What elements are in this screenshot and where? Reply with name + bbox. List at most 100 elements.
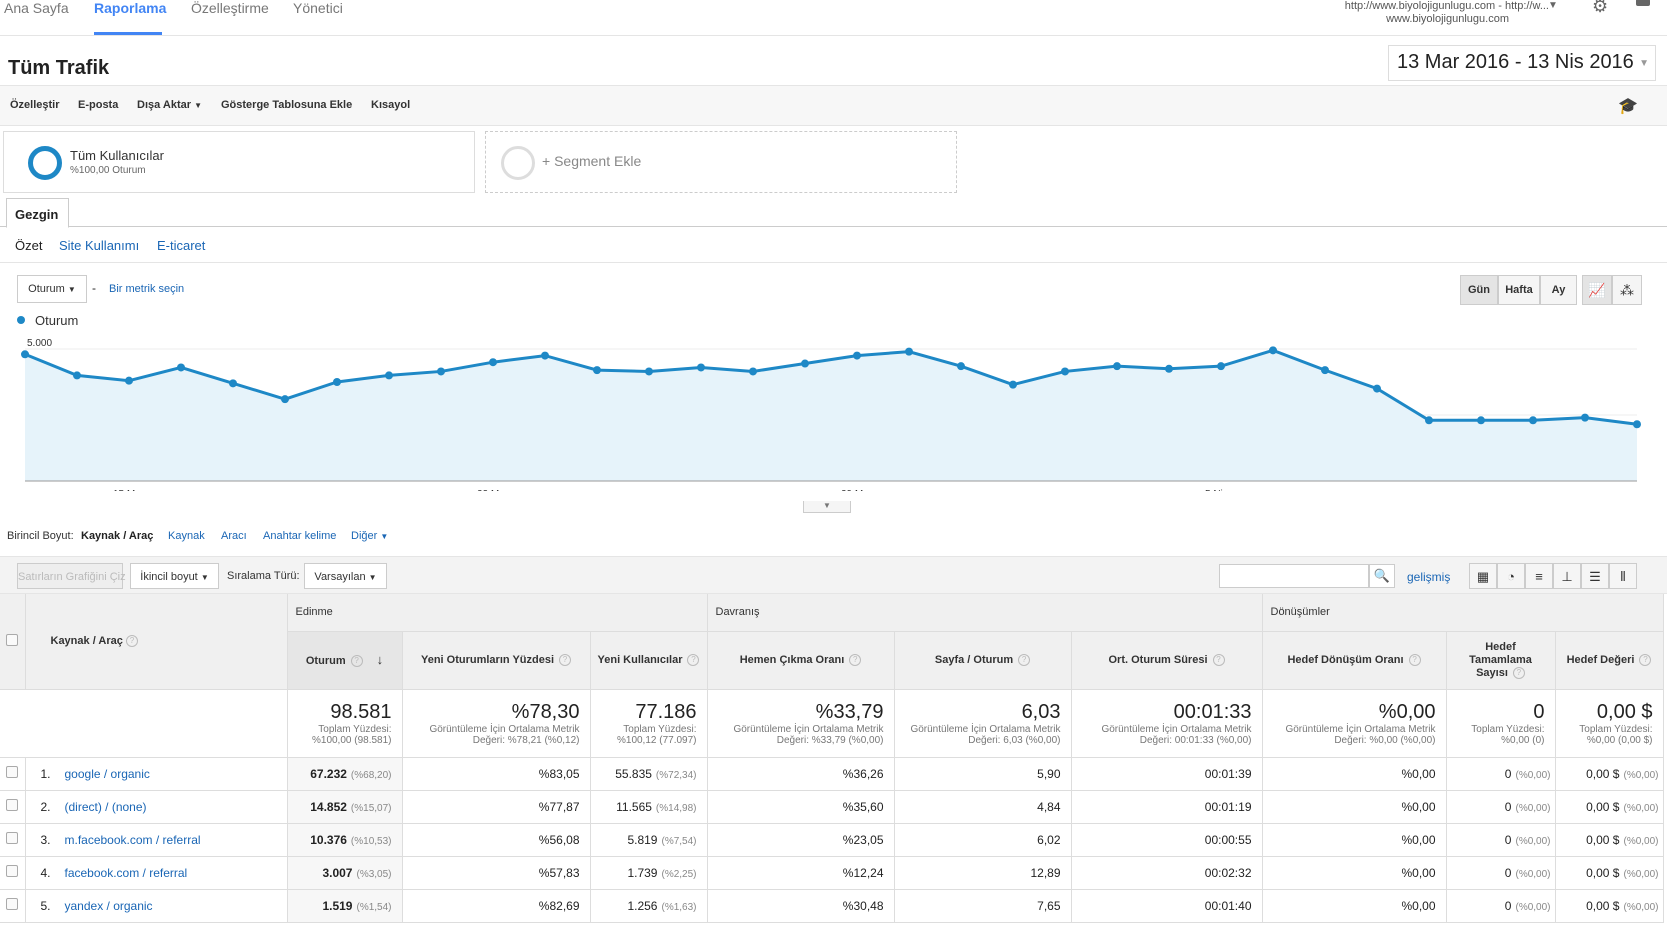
search-icon[interactable]: 🔍 [1369,564,1395,588]
row-checkbox[interactable] [6,766,19,778]
row-source-link[interactable]: m.facebook.com / referral [64,832,201,847]
help-icon[interactable]: ? [350,654,363,667]
account-selector[interactable]: http://www.biyolojigunlugu.com - http://… [1345,0,1549,26]
chart-resize-handle[interactable]: ▼ [803,501,851,513]
secondary-dimension-select[interactable]: İkincil boyut ▼ [130,563,219,589]
select-all-checkbox[interactable] [6,633,19,646]
col-header-goal-conversion-rate[interactable]: Hedef Dönüşüm Oranı? [1262,631,1447,690]
data-point[interactable] [1529,416,1537,425]
gear-icon[interactable]: ⚙ [1592,0,1609,16]
data-point[interactable] [385,371,393,380]
help-icon[interactable]: ? [849,653,862,666]
data-point[interactable] [1633,420,1641,429]
pivot-view-icon[interactable]: ⦀ [1609,563,1637,589]
customize-button[interactable]: Özelleştir [10,99,60,111]
data-point[interactable] [905,347,913,356]
help-icon[interactable]: ? [687,653,700,666]
row-source-link[interactable]: yandex / organic [64,898,153,913]
row-checkbox[interactable] [6,898,19,910]
data-point[interactable] [281,395,289,404]
data-point[interactable] [437,367,445,376]
motion-chart-icon[interactable]: ⁂ [1612,275,1642,305]
data-point[interactable] [749,367,757,376]
chevron-down-icon[interactable]: ▼ [1548,0,1558,11]
term-cloud-view-icon[interactable]: ☰ [1581,563,1609,589]
data-point[interactable] [697,363,705,372]
row-source-link[interactable]: google / organic [64,766,150,781]
help-icon[interactable]: ? [1408,653,1421,666]
row-source-link[interactable]: (direct) / (none) [64,799,147,814]
row-checkbox[interactable] [6,865,19,877]
data-point[interactable] [645,367,653,376]
data-point[interactable] [489,358,497,367]
col-header-new-sessions-pct[interactable]: Yeni Oturumların Yüzdesi? [402,631,591,690]
col-header-goal-completions[interactable]: Hedef Tamamlama Sayısı? [1446,631,1556,690]
plot-rows-button[interactable]: Satırların Grafiğini Çiz [17,563,126,589]
dimension-source[interactable]: Kaynak [168,530,205,542]
week-button[interactable]: Hafta [1498,275,1540,305]
data-point[interactable] [1217,362,1225,371]
help-icon[interactable]: ? [125,635,138,648]
month-button[interactable]: Ay [1540,275,1577,305]
dimension-keyword[interactable]: Anahtar kelime [263,530,337,542]
add-segment-button[interactable]: + Segment Ekle [485,131,957,193]
data-point[interactable] [177,363,185,372]
help-icon[interactable]: ? [559,653,572,666]
data-point[interactable] [1477,416,1485,425]
subtab-ecommerce[interactable]: E-ticaret [157,238,206,253]
export-button[interactable]: Dışa Aktar ▼ [137,99,202,111]
advanced-filter-link[interactable]: gelişmiş [1407,570,1451,584]
help-icon[interactable]: ? [1212,653,1225,666]
day-button[interactable]: Gün [1460,275,1498,305]
tab-explorer[interactable]: Gezgin [6,198,69,228]
dimension-source-medium[interactable]: Kaynak / Araç [81,530,154,542]
comparison-view-icon[interactable]: ⊥ [1553,563,1581,589]
table-view-icon[interactable]: ▦ [1469,563,1497,589]
col-header-bounce-rate[interactable]: Hemen Çıkma Oranı? [707,631,895,690]
data-point[interactable] [1425,416,1433,425]
date-range-picker[interactable]: 13 Mar 2016 - 13 Nis 2016 ▼ [1388,45,1656,81]
line-chart-icon[interactable]: 📈 [1582,275,1612,305]
dimension-header[interactable]: Kaynak / Araç ? [25,594,288,690]
data-point[interactable] [593,366,601,375]
data-point[interactable] [1113,362,1121,371]
data-point[interactable] [73,371,81,380]
metric-select[interactable]: Oturum ▼ [17,275,87,303]
pick-metric-link[interactable]: Bir metrik seçin [109,283,185,295]
data-point[interactable] [21,350,29,359]
nav-tab-customization[interactable]: Özelleştirme [191,0,269,16]
data-point[interactable] [333,378,341,386]
pie-view-icon[interactable]: ◔ [1497,563,1525,589]
data-point[interactable] [957,362,965,371]
row-checkbox[interactable] [6,832,19,844]
row-source-link[interactable]: facebook.com / referral [64,865,188,880]
nav-tab-home[interactable]: Ana Sayfa [4,0,69,16]
help-icon[interactable]: ? [1018,653,1031,666]
help-icon[interactable]: ? [1639,653,1652,666]
col-header-pages-per-session[interactable]: Sayfa / Oturum? [894,631,1072,690]
data-point[interactable] [229,379,237,388]
add-to-dashboard-button[interactable]: Gösterge Tablosuna Ekle [221,99,353,111]
table-search-input[interactable] [1219,564,1369,588]
subtab-site-usage[interactable]: Site Kullanımı [59,238,140,253]
subtab-summary[interactable]: Özet [15,238,43,253]
data-point[interactable] [1165,364,1173,373]
nav-tab-reporting[interactable]: Raporlama [94,0,167,16]
col-header-goal-value[interactable]: Hedef Değeri? [1555,631,1664,690]
col-header-sessions[interactable]: Oturum? ↓ [287,631,403,690]
data-point[interactable] [1373,384,1381,393]
row-checkbox[interactable] [6,799,19,811]
performance-view-icon[interactable]: ≡ [1525,563,1553,589]
data-point[interactable] [853,351,861,360]
data-point[interactable] [801,359,809,368]
segment-all-users[interactable]: Tüm Kullanıcılar %100,00 Oturum [3,131,475,193]
bell-icon[interactable] [1636,0,1650,6]
col-header-new-users[interactable]: Yeni Kullanıcılar? [590,631,708,690]
help-icon[interactable]: ? [1512,666,1525,679]
data-point[interactable] [1269,346,1277,355]
data-point[interactable] [1061,367,1069,376]
col-header-avg-session-duration[interactable]: Ort. Oturum Süresi? [1071,631,1263,690]
nav-tab-admin[interactable]: Yönetici [293,0,343,16]
sort-arrow-icon[interactable]: ↓ [376,651,384,667]
sort-type-select[interactable]: Varsayılan ▼ [304,563,387,589]
